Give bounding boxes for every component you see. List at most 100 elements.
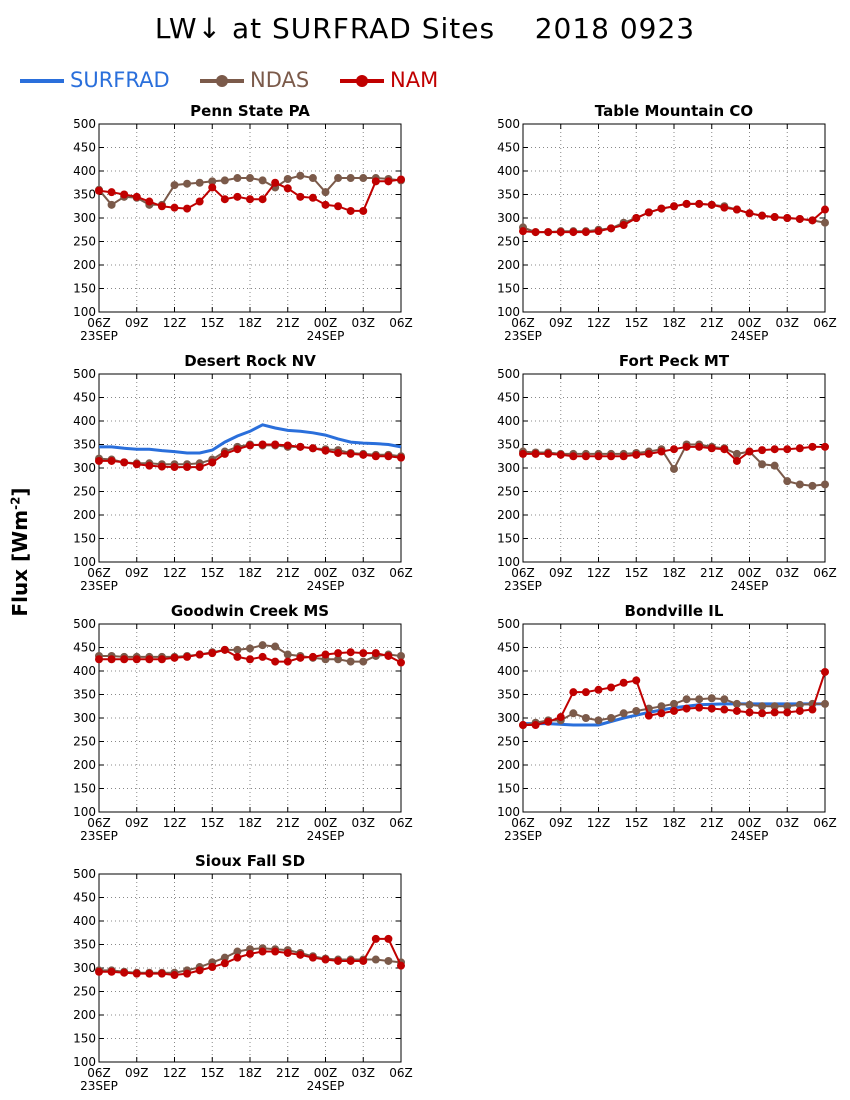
y-tick-label: 100 <box>497 305 520 319</box>
data-point-nam <box>296 442 305 451</box>
data-point-ndas <box>120 967 129 976</box>
x-tick-label: 18Z <box>662 316 686 330</box>
x-date-label: 23SEP <box>80 1079 118 1093</box>
data-point-nam <box>758 211 767 220</box>
data-point-ndas <box>183 651 192 660</box>
data-point-nam <box>246 949 254 958</box>
data-point-ndas <box>145 652 154 661</box>
x-tick-label: 21Z <box>276 316 300 330</box>
data-point-ndas <box>556 716 565 725</box>
data-point-nam <box>695 199 704 208</box>
x-tick-label: 09Z <box>549 566 573 580</box>
data-point-ndas <box>384 956 393 965</box>
data-point-ndas <box>195 963 204 972</box>
x-tick-label: 00Z <box>314 316 338 330</box>
y-tick-label: 100 <box>73 805 96 819</box>
data-point-ndas <box>682 695 691 704</box>
y-tick-label: 350 <box>73 938 96 952</box>
data-point-ndas <box>308 952 317 961</box>
data-point-ndas <box>95 651 103 660</box>
data-point-ndas <box>308 653 317 662</box>
data-point-nam <box>233 652 242 661</box>
data-point-ndas <box>519 223 527 232</box>
data-point-nam <box>183 204 192 213</box>
legend-label-surfrad: SURFRAD <box>70 68 170 92</box>
data-point-ndas <box>283 946 292 955</box>
data-point-ndas <box>544 448 553 457</box>
data-point-ndas <box>770 702 779 711</box>
data-point-ndas <box>384 650 393 659</box>
data-point-nam <box>594 685 603 694</box>
panel-title: Bondville IL <box>625 602 724 620</box>
data-point-nam <box>271 657 280 666</box>
data-point-nam <box>296 653 305 662</box>
data-point-nam <box>808 216 817 225</box>
x-tick-label: 00Z <box>738 316 762 330</box>
data-point-nam <box>346 956 355 965</box>
x-tick-label: 21Z <box>700 816 724 830</box>
x-date-label: 23SEP <box>80 579 118 593</box>
data-point-ndas <box>170 968 179 977</box>
legend-swatch-nam <box>340 75 384 87</box>
data-point-ndas <box>132 459 141 468</box>
x-tick-label: 06Z <box>813 816 837 830</box>
data-point-nam <box>695 442 704 451</box>
data-point-ndas <box>346 448 355 457</box>
y-tick-label: 500 <box>73 867 96 881</box>
y-tick-label: 100 <box>497 805 520 819</box>
data-point-ndas <box>795 700 804 709</box>
data-point-nam <box>682 442 691 451</box>
data-point-ndas <box>519 721 527 730</box>
data-point-nam <box>397 175 405 184</box>
data-point-ndas <box>271 183 280 192</box>
data-point-ndas <box>157 968 166 977</box>
data-point-nam <box>132 460 141 469</box>
data-point-ndas <box>745 209 754 218</box>
data-point-ndas <box>120 192 129 201</box>
data-point-nam <box>384 177 393 186</box>
x-tick-label: 15Z <box>201 1066 225 1080</box>
data-point-nam <box>308 193 317 202</box>
data-point-nam <box>157 969 166 978</box>
data-point-ndas <box>808 481 817 490</box>
y-tick-label: 300 <box>73 711 96 725</box>
x-tick-label: 21Z <box>276 566 300 580</box>
data-point-ndas <box>95 454 103 463</box>
data-point-nam <box>632 676 641 685</box>
x-date-label: 24SEP <box>307 1079 345 1093</box>
data-point-ndas <box>246 945 254 954</box>
x-tick-label: 03Z <box>352 1066 376 1080</box>
data-point-nam <box>397 961 405 970</box>
data-point-nam <box>183 463 192 472</box>
data-point-ndas <box>607 224 616 233</box>
x-tick-label: 06Z <box>511 316 535 330</box>
plot-frame <box>98 123 402 313</box>
data-point-ndas <box>233 442 242 451</box>
data-point-nam <box>132 969 141 978</box>
data-point-ndas <box>334 955 343 964</box>
legend-swatch-ndas <box>200 75 244 87</box>
data-point-ndas <box>258 944 267 953</box>
data-point-nam <box>170 203 179 212</box>
data-point-nam <box>607 683 616 692</box>
data-point-ndas <box>544 716 553 725</box>
x-tick-label: 00Z <box>314 816 338 830</box>
data-point-nam <box>556 450 565 459</box>
data-point-nam <box>95 186 103 195</box>
data-point-ndas <box>95 966 103 975</box>
y-tick-label: 300 <box>73 461 96 475</box>
data-point-nam <box>707 444 716 453</box>
data-point-ndas <box>556 449 565 458</box>
data-point-ndas <box>707 694 716 703</box>
y-tick-label: 250 <box>73 735 96 749</box>
page-title: LW↓ at SURFRAD Sites 2018 0923 <box>154 12 696 45</box>
data-point-ndas <box>581 227 590 236</box>
data-point-nam <box>808 442 817 451</box>
panel-title: Desert Rock NV <box>184 352 316 370</box>
data-point-ndas <box>783 214 792 222</box>
y-tick-label: 500 <box>73 117 96 131</box>
data-point-nam <box>120 190 129 199</box>
data-point-nam <box>519 227 527 236</box>
data-point-ndas <box>569 449 578 458</box>
data-point-ndas <box>246 174 254 183</box>
